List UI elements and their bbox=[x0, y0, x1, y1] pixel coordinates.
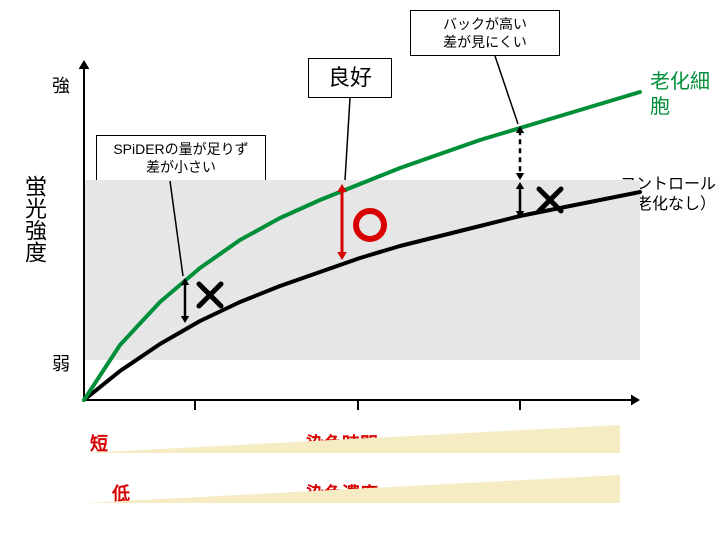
band-staining-concentration bbox=[84, 475, 620, 503]
callout-leader bbox=[495, 56, 518, 124]
chart-svg bbox=[0, 0, 721, 545]
callout-leader bbox=[345, 98, 350, 180]
band-staining-time bbox=[84, 425, 620, 453]
